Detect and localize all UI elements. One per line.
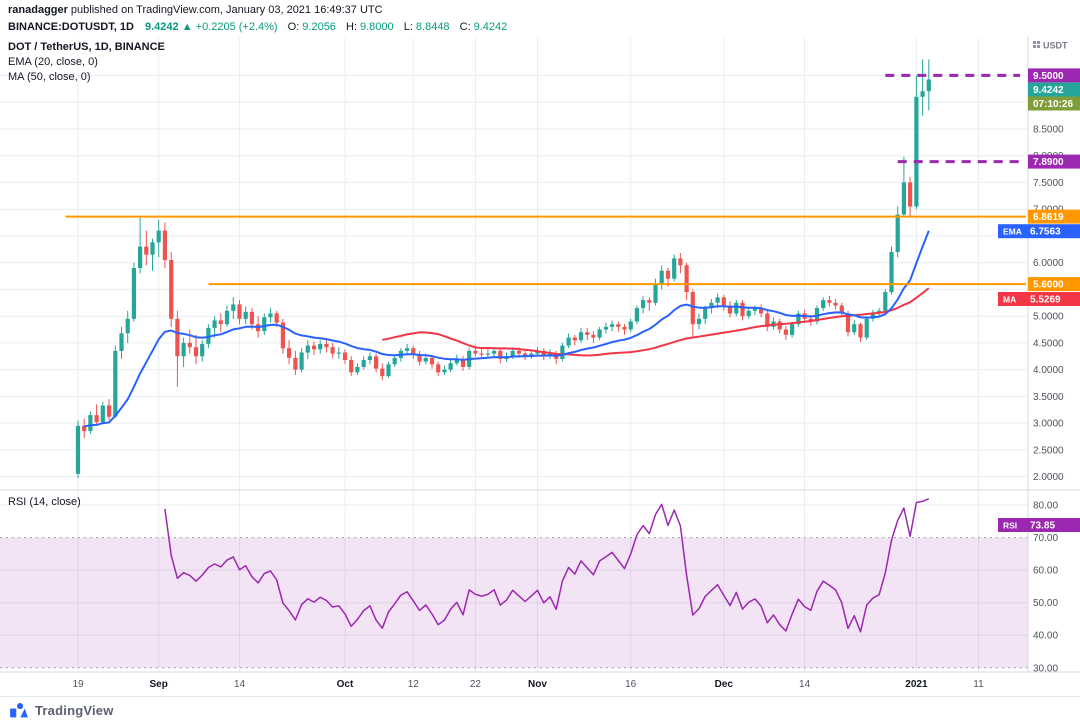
candles xyxy=(75,59,931,479)
low-value: 8.8448 xyxy=(415,21,450,33)
overlay-lines xyxy=(84,230,930,428)
change-arrow-icon: ▲ xyxy=(181,21,193,33)
attribution-text: published on TradingView.com, January 03… xyxy=(70,4,383,16)
ma-legend[interactable]: MA (50, close, 0) xyxy=(8,71,91,83)
svg-text:RSI: RSI xyxy=(1003,521,1017,531)
svg-text:70.00: 70.00 xyxy=(1033,533,1058,544)
tradingview-logo-icon[interactable] xyxy=(10,702,28,718)
symbol-name: BINANCE:DOTUSDT, 1D xyxy=(8,21,134,33)
symbol-legend[interactable]: DOT / TetherUS, 1D, BINANCE xyxy=(8,41,165,53)
svg-text:07:10:26: 07:10:26 xyxy=(1033,99,1073,110)
svg-text:4.5000: 4.5000 xyxy=(1033,338,1064,349)
svg-text:12: 12 xyxy=(408,679,420,690)
svg-text:6.0000: 6.0000 xyxy=(1033,258,1064,269)
svg-text:5.6000: 5.6000 xyxy=(1033,280,1064,291)
svg-text:6.7563: 6.7563 xyxy=(1030,227,1061,238)
svg-text:7.8900: 7.8900 xyxy=(1033,157,1064,168)
svg-text:16: 16 xyxy=(625,679,637,690)
svg-text:Nov: Nov xyxy=(528,679,547,690)
author-name: ranadagger xyxy=(8,4,68,16)
svg-text:3.5000: 3.5000 xyxy=(1033,392,1064,403)
ema-legend[interactable]: EMA (20, close, 0) xyxy=(8,56,98,68)
svg-text:30.00: 30.00 xyxy=(1033,663,1058,674)
svg-text:5.0000: 5.0000 xyxy=(1033,312,1064,323)
svg-text:EMA: EMA xyxy=(1003,227,1022,237)
price-levels xyxy=(65,73,1026,286)
svg-text:Dec: Dec xyxy=(715,679,734,690)
high-label: H: xyxy=(346,21,357,33)
svg-text:11: 11 xyxy=(973,679,984,690)
high-value: 9.8000 xyxy=(360,21,394,33)
rsi-legend[interactable]: RSI (14, close) xyxy=(8,496,81,508)
svg-text:73.85: 73.85 xyxy=(1030,521,1055,532)
svg-text:50.00: 50.00 xyxy=(1033,598,1058,609)
svg-text:Oct: Oct xyxy=(337,679,354,690)
svg-text:22: 22 xyxy=(470,679,482,690)
chart-legend: DOT / TetherUS, 1D, BINANCE EMA (20, clo… xyxy=(8,40,165,85)
close-value: 9.4242 xyxy=(473,21,508,33)
svg-text:USDT: USDT xyxy=(1043,41,1068,51)
svg-text:19: 19 xyxy=(72,679,84,690)
low-label: L: xyxy=(403,21,413,33)
chart-canvas[interactable]: 2.0000 2.5000 3.0000 3.5000 4.0000 4.5000 5.00… xyxy=(0,36,1080,696)
svg-text:2.0000: 2.0000 xyxy=(1033,472,1064,483)
svg-text:7.5000: 7.5000 xyxy=(1033,178,1064,189)
svg-text:Sep: Sep xyxy=(150,679,168,690)
open-label: O: xyxy=(287,21,300,33)
axis-badges: 9.5000 9.4242 07:10:26 7.8900 6.8619 EMA 6.756… xyxy=(998,68,1080,532)
chart-area[interactable]: 2.0000 2.5000 3.0000 3.5000 4.0000 4.5000 5.00… xyxy=(0,36,1080,696)
svg-text:14: 14 xyxy=(799,679,811,690)
svg-text:6.8619: 6.8619 xyxy=(1033,212,1064,223)
svg-text:14: 14 xyxy=(234,679,246,690)
svg-text:60.00: 60.00 xyxy=(1033,566,1058,577)
svg-text:8.5000: 8.5000 xyxy=(1033,124,1064,135)
open-value: 9.2056 xyxy=(302,21,336,33)
close-label: C: xyxy=(459,21,471,33)
svg-text:9.4242: 9.4242 xyxy=(1033,85,1064,96)
rsi-line xyxy=(164,498,930,633)
svg-text:4.0000: 4.0000 xyxy=(1033,365,1064,376)
grid-lines xyxy=(0,38,1028,672)
attribution-bar: ranadagger published on TradingView.com, … xyxy=(0,0,1080,24)
rsi-band xyxy=(0,537,1028,669)
svg-text:2.5000: 2.5000 xyxy=(1033,445,1064,456)
last-price: 9.4242 xyxy=(144,21,179,33)
symbol-info-bar: BINANCE:DOTUSDT, 1D 9.4242 ▲ +0.2205 (+2… xyxy=(0,21,1080,36)
svg-text:5.5269: 5.5269 xyxy=(1030,295,1061,306)
svg-text:2021: 2021 xyxy=(905,679,928,690)
tradingview-brand[interactable]: TradingView xyxy=(35,702,114,718)
svg-text:9.5000: 9.5000 xyxy=(1033,71,1064,82)
svg-text:MA: MA xyxy=(1003,295,1016,305)
price-change: +0.2205 (+2.4%) xyxy=(195,21,278,33)
footer-bar: TradingView xyxy=(0,696,1080,722)
svg-text:80.00: 80.00 xyxy=(1033,501,1058,512)
svg-text:3.0000: 3.0000 xyxy=(1033,419,1064,430)
svg-text:40.00: 40.00 xyxy=(1033,631,1058,642)
